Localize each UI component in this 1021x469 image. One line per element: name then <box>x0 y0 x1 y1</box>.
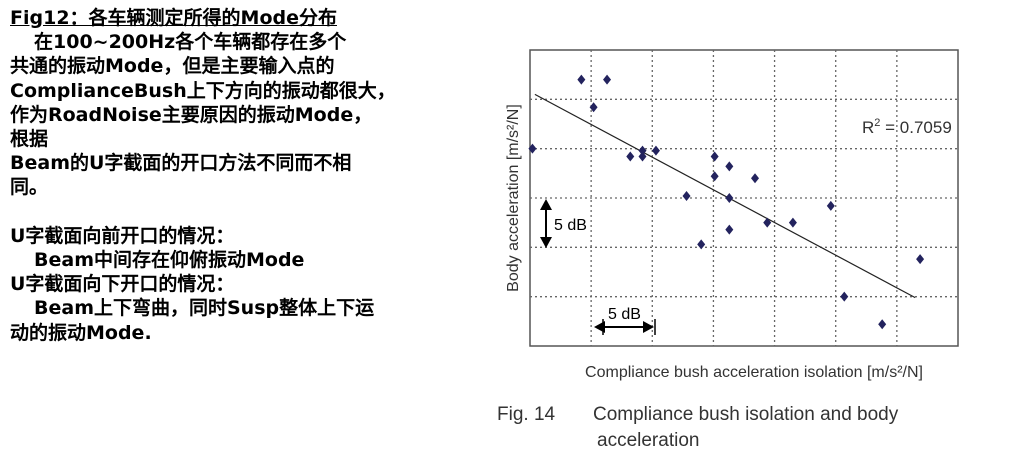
data-point <box>626 151 635 162</box>
data-point <box>682 191 691 202</box>
note-line <box>10 200 480 224</box>
y-axis-label: Body acceleration [m/s²/N] <box>505 104 522 292</box>
data-point <box>589 102 598 113</box>
data-point <box>697 239 706 250</box>
data-point <box>826 200 835 211</box>
y-span-arrow-up <box>540 199 552 210</box>
r-squared-label: R2 = 0.7059 <box>862 117 952 137</box>
note-line: 根据 <box>10 128 49 151</box>
data-point <box>725 161 734 172</box>
note-line: U字截面向前开口的情况： <box>10 224 235 247</box>
notes-panel: Fig12：各车辆测定所得的Mode分布 在100~200Hz各个车辆都存在多个共… <box>10 6 480 345</box>
y-span-label: 5 dB <box>554 217 587 234</box>
note-line: U字截面向下开口的情况： <box>10 273 235 296</box>
note-line: 共通的振动Mode，但是主要输入点的 <box>10 55 335 78</box>
caption-number: Fig. 14 <box>497 404 556 425</box>
data-point <box>916 254 925 265</box>
data-point <box>878 319 887 330</box>
data-point <box>603 74 612 85</box>
data-point <box>763 217 772 228</box>
data-point <box>651 145 660 156</box>
data-point <box>638 145 647 156</box>
grid-lines <box>530 50 958 346</box>
trendline <box>534 93 916 299</box>
data-point <box>751 173 760 184</box>
y-span-arrow-down <box>540 237 552 248</box>
chart-container: R2 = 0.7059 5 dB 5 dB Body acceleration … <box>490 40 970 394</box>
plot-frame <box>529 49 959 347</box>
data-point <box>577 74 586 85</box>
note-line: 同。 <box>10 176 49 199</box>
x-span-arrow-right <box>643 321 654 333</box>
data-point <box>638 151 647 162</box>
note-line: ComplianceBush上下方向的振动都很大， <box>10 79 396 102</box>
data-point <box>788 217 797 228</box>
note-line: Fig12：各车辆测定所得的Mode分布 <box>10 7 337 29</box>
trendline-group <box>534 93 916 299</box>
note-line: 动的振动Mode. <box>10 321 152 344</box>
figure-caption: Fig. 14 Compliance bush isolation and bod… <box>497 402 997 454</box>
note-line: Beam上下弯曲，同时Susp整体上下运 <box>34 297 375 320</box>
note-line: Beam中间存在仰俯振动Mode <box>34 249 305 272</box>
data-point <box>725 224 734 235</box>
x-axis-label: Compliance bush acceleration isolation [… <box>585 364 923 381</box>
caption-line-2: acceleration <box>597 430 700 451</box>
note-line: Beam的U字截面的开口方法不同而不相 <box>10 152 352 175</box>
data-points <box>528 74 925 330</box>
note-line: 在100~200Hz各个车辆都存在多个 <box>34 31 347 54</box>
scatter-chart: R2 = 0.7059 5 dB 5 dB Body acceleration … <box>505 49 959 381</box>
note-line: 作为RoadNoise主要原因的振动Mode， <box>10 103 373 126</box>
data-point <box>725 193 734 203</box>
data-point <box>528 143 537 154</box>
caption-line-1: Compliance bush isolation and body <box>593 404 899 425</box>
x-span-label: 5 dB <box>608 306 641 323</box>
data-point <box>840 291 849 302</box>
data-point <box>710 171 719 182</box>
data-point <box>710 151 719 162</box>
